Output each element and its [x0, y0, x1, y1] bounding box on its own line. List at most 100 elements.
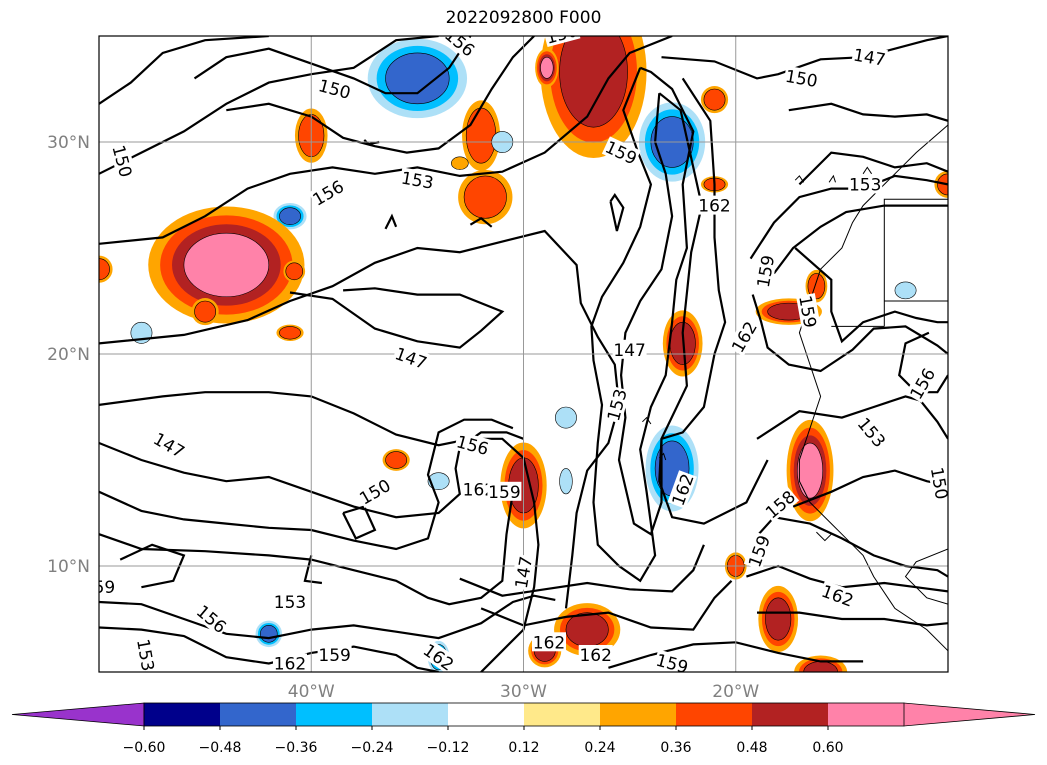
- colorbar-tick-label: −0.48: [199, 740, 242, 756]
- anomaly-cell: [465, 107, 497, 164]
- contour-line: [617, 92, 703, 536]
- contour-label: 153: [273, 592, 307, 613]
- anomaly-cell: [703, 88, 726, 111]
- contour-label-bg: [317, 645, 352, 664]
- contour-line: [469, 216, 493, 228]
- contour-label-bg: [653, 649, 692, 672]
- anomaly-cell: [797, 442, 824, 499]
- contour-label-text: 162: [463, 481, 495, 501]
- anomaly-cell: [260, 625, 278, 643]
- coastline-segment: [862, 166, 873, 175]
- contour-line: [661, 36, 948, 80]
- contour-label-bg: [578, 645, 613, 664]
- contour-label-bg: [667, 470, 697, 509]
- contour-label-bg: [848, 174, 883, 194]
- contour-line: [609, 193, 625, 232]
- anomaly-cell: [99, 258, 110, 281]
- contour-label: 162: [273, 653, 307, 672]
- contour-label-bg: [697, 195, 732, 215]
- contour-label-bg: [440, 36, 480, 61]
- contour-label-bg: [602, 385, 630, 424]
- contour-line: [303, 555, 323, 585]
- contour-label: 162: [532, 632, 566, 653]
- contour-label: 150: [926, 464, 948, 502]
- contour-label-bg: [743, 531, 774, 571]
- contour-label-bg: [149, 428, 189, 462]
- colorbar: −0.60 −0.48 −0.36 −0.24 −0.12 0.12 0.24 0.36 0.4…: [11, 702, 1036, 756]
- contour-label-bg: [927, 464, 948, 502]
- anomaly-cell: [894, 281, 917, 300]
- map-frame: [98, 35, 949, 673]
- contour-label-bg: [308, 175, 348, 210]
- latitude-tick-label: 20°N: [47, 345, 90, 365]
- contour-label-text: 159: [654, 651, 691, 679]
- latitude-tick-label: 10°N: [47, 557, 90, 577]
- anomaly-cell: [385, 52, 450, 105]
- contour-line: [99, 491, 514, 606]
- longitude-tick-label: 20°W: [712, 682, 759, 702]
- colorbar-tick-label: 0.48: [736, 740, 767, 756]
- colorbar-over-extension: [903, 702, 1036, 727]
- colorbar-segment: [372, 703, 449, 726]
- contour-line: [754, 516, 948, 578]
- colorbar-tick-label: −0.12: [427, 740, 470, 756]
- colorbar-segment: [448, 703, 525, 726]
- colorbar-tick-label: 0.36: [660, 740, 691, 756]
- contour-line: [798, 151, 948, 186]
- contour-line: [749, 174, 948, 260]
- colorbar-tick-label: 0.60: [812, 740, 843, 756]
- contour-label-bg: [853, 412, 891, 452]
- contour-label-bg: [133, 636, 159, 672]
- colorbar-segment: [752, 703, 829, 726]
- axis-tick-labels: 40°W 30°W 20°W 30°N 20°N 10°N: [47, 133, 759, 702]
- contour-line: [99, 594, 556, 640]
- contour-line: [590, 66, 695, 583]
- contour-label: 153: [848, 174, 883, 195]
- anomaly-cell: [463, 175, 507, 219]
- colorbar-tick-label: 0.24: [584, 740, 615, 756]
- contour-line: [99, 229, 621, 609]
- contour-line: [757, 611, 948, 627]
- contour-label-bg: [99, 577, 116, 597]
- contour-label-bg: [612, 339, 647, 359]
- contour-label-bg: [487, 481, 522, 501]
- map-title: 2022092800 F000: [445, 8, 602, 28]
- coastline-layer: [642, 124, 948, 652]
- colorbar-segment: [296, 703, 373, 726]
- longitude-tick-label: 30°W: [500, 682, 547, 702]
- contour-line: [99, 418, 514, 551]
- contour-line: [119, 543, 186, 589]
- contour-line: [794, 247, 948, 344]
- contour-label: 159: [653, 649, 692, 679]
- contour-label-text: 153: [274, 593, 306, 613]
- anomaly-cell: [427, 472, 450, 490]
- contour-line: [99, 36, 673, 245]
- contour-label-bg: [510, 553, 536, 591]
- contour-line: [289, 287, 505, 349]
- contour-label-text: 147: [613, 341, 645, 361]
- contour-label-bg: [818, 580, 857, 610]
- colorbar-segment: [828, 703, 905, 726]
- anomaly-cell: [765, 597, 792, 641]
- contour-label-bg: [419, 639, 459, 672]
- anomaly-cell: [807, 273, 826, 300]
- contour-label: 162: [697, 195, 732, 217]
- contour-label-bg: [399, 167, 436, 193]
- colorbar-segment: [220, 703, 297, 726]
- contour-label-bg: [532, 632, 566, 652]
- anomaly-cell: [279, 326, 301, 340]
- colorbar-segment: [676, 703, 753, 726]
- anomaly-cell: [540, 56, 554, 79]
- contour-label-bg: [355, 474, 395, 509]
- coastline-segment: [904, 548, 948, 605]
- contour-label-bg: [192, 600, 231, 637]
- colorbar-segment: [600, 703, 677, 726]
- contour-line: [193, 36, 472, 95]
- contour-line: [363, 139, 380, 146]
- contour-label-bg: [905, 363, 939, 403]
- contour-label-bg: [391, 342, 431, 373]
- contour-label-bg: [783, 65, 820, 91]
